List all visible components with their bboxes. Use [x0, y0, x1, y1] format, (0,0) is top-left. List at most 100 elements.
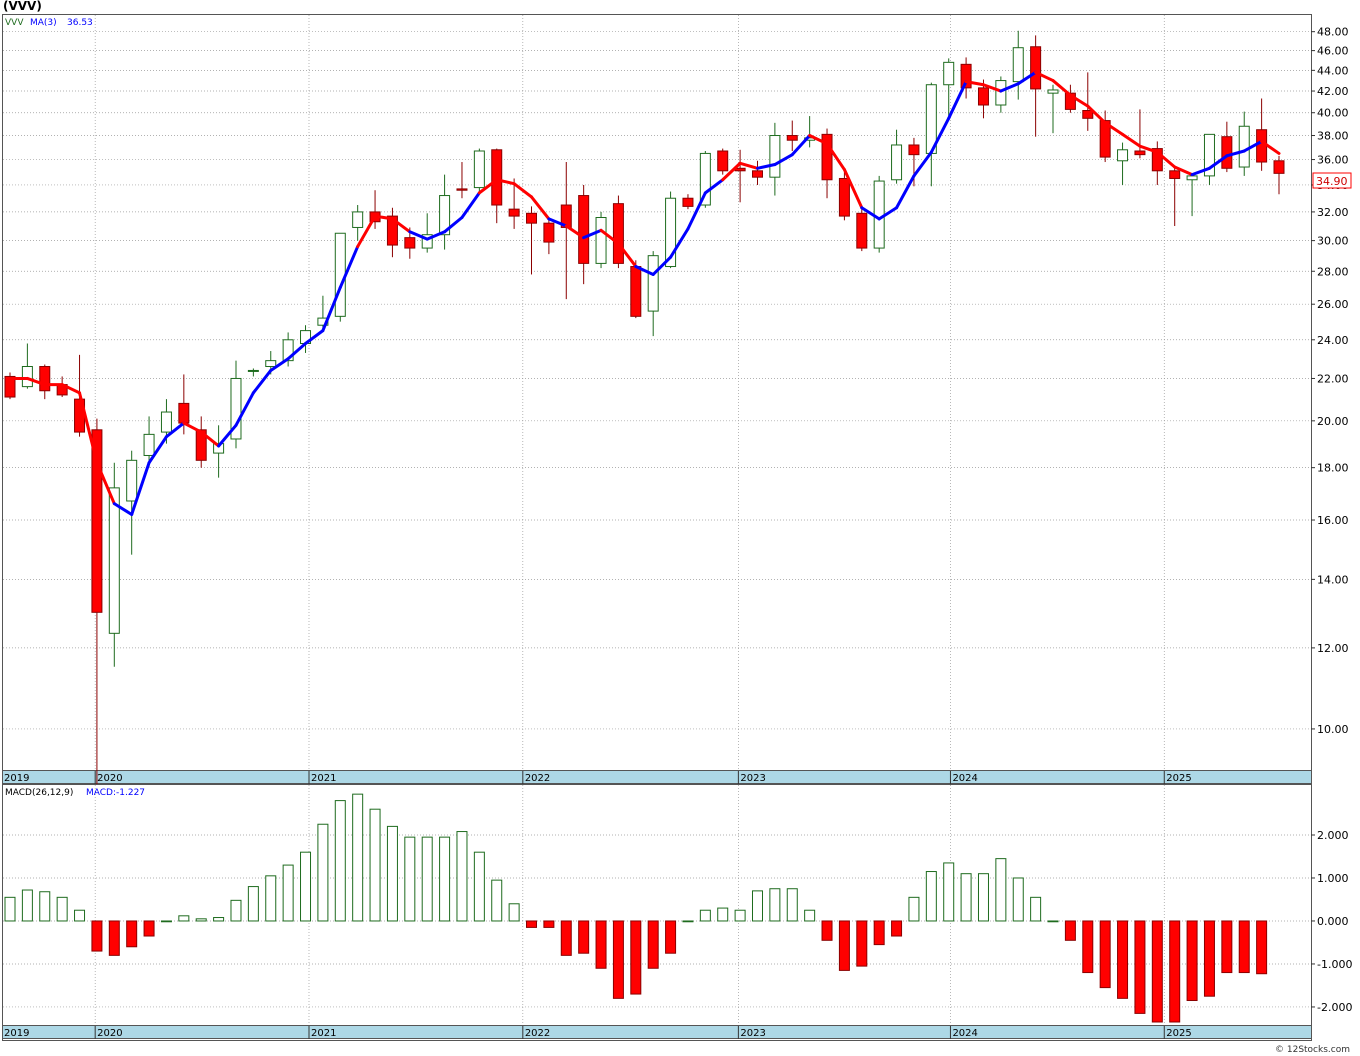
macd-y-tick-label: 2.000 — [1317, 829, 1349, 842]
ma-segment — [477, 178, 499, 195]
ma-segment — [1051, 79, 1072, 97]
candle-body — [1203, 133, 1215, 177]
ma-segment — [182, 421, 203, 434]
ma-segment — [234, 391, 255, 427]
candle-body — [908, 144, 920, 156]
macd-bar — [526, 920, 538, 928]
ma-segment — [686, 191, 707, 231]
macd-panel — [2, 784, 1312, 1041]
ma-segment — [599, 228, 620, 246]
price-y-tick-label: 48.00 — [1317, 26, 1349, 39]
ma-segment — [130, 461, 151, 516]
macd-bar — [91, 920, 103, 952]
legend-ma-label: MA(3) — [30, 18, 57, 28]
ma-segment — [1173, 165, 1194, 177]
macd-bar — [1012, 877, 1024, 922]
macd-bar — [230, 899, 242, 922]
macd-legend-label: MACD(26,12,9) — [5, 788, 73, 798]
macd-bar — [439, 836, 451, 922]
macd-bar — [300, 851, 312, 922]
macd-bar — [612, 920, 624, 999]
macd-bar — [751, 890, 763, 922]
ma-segment — [669, 227, 690, 259]
candle-body — [1030, 46, 1042, 90]
ma-segment — [251, 368, 273, 395]
ma-segment — [1155, 150, 1177, 169]
candle-body — [195, 429, 207, 461]
candle-body — [39, 366, 51, 392]
year-label: 2023 — [740, 773, 765, 784]
candle-body — [160, 411, 172, 433]
ma-segment — [164, 421, 186, 439]
macd-bar — [665, 920, 677, 954]
ma-segment — [721, 161, 742, 182]
year-label: 2024 — [952, 773, 977, 784]
year-label: 2025 — [1166, 773, 1191, 784]
macd-bar — [1082, 920, 1094, 974]
price-y-tick-label: 44.00 — [1317, 64, 1349, 77]
ma-segment — [1016, 70, 1038, 86]
last-price-tag — [1312, 172, 1352, 189]
macd-bar — [21, 889, 33, 922]
candle-body — [386, 215, 398, 246]
ma-segment — [373, 214, 394, 221]
candle-body — [786, 135, 798, 141]
macd-bar — [126, 920, 138, 948]
candle-body — [178, 402, 190, 424]
macd-histogram — [4, 793, 1268, 1023]
candle-body — [943, 61, 955, 86]
ma-segment — [269, 357, 290, 372]
candle-body — [1221, 136, 1233, 169]
candle-body — [1099, 120, 1111, 158]
candle-body — [1134, 150, 1146, 156]
candle-body — [1117, 149, 1129, 162]
candle-body — [265, 360, 277, 368]
macd-bar — [213, 917, 225, 922]
macd-year-label: 2020 — [97, 1028, 122, 1039]
price-y-tick-label: 12.00 — [1317, 642, 1349, 655]
macd-bar — [317, 823, 329, 922]
candle-body — [1273, 160, 1285, 174]
macd-bar — [508, 903, 520, 922]
ma-segment — [582, 228, 603, 240]
ma-segment — [1260, 139, 1281, 155]
macd-bar — [856, 920, 868, 967]
macd-bar — [1134, 920, 1146, 1014]
ma-segment — [895, 174, 916, 210]
macd-bar — [908, 896, 920, 922]
candle-body — [404, 237, 416, 249]
macd-bar — [369, 808, 381, 922]
candle-body — [108, 487, 120, 634]
price-y-tick-label: 46.00 — [1317, 45, 1349, 58]
ma-segment — [790, 134, 812, 157]
ma-segment — [1207, 154, 1229, 170]
price-y-tick-label: 40.00 — [1317, 107, 1349, 120]
ma-segment — [1086, 104, 1107, 125]
macd-bar — [804, 909, 816, 922]
candle-body — [543, 222, 555, 243]
macd-bar — [195, 918, 207, 922]
candle-body — [213, 443, 225, 454]
ma-segment — [808, 134, 829, 146]
candle-body — [977, 87, 989, 106]
candle-body — [526, 212, 538, 224]
ma-segment — [95, 461, 116, 506]
candle-body — [682, 197, 694, 207]
macd-y-tick-label: 0.000 — [1317, 915, 1349, 928]
ma-segment — [460, 191, 481, 220]
price-y-tick-label: 14.00 — [1317, 573, 1349, 586]
candle-body — [352, 211, 364, 228]
ma-segment — [912, 150, 933, 178]
footer-brand: © 12Stocks.com — [1275, 1045, 1350, 1055]
candle-body — [873, 180, 885, 249]
price-y-tick-label: 38.00 — [1317, 130, 1349, 143]
macd-bar — [404, 836, 416, 922]
macd-bar — [630, 920, 642, 995]
candle-body — [230, 377, 242, 440]
year-label: 2022 — [525, 773, 550, 784]
macd-bar — [734, 909, 746, 922]
price-y-tick-label: 10.00 — [1317, 723, 1349, 736]
price-y-tick-label: 18.00 — [1317, 462, 1349, 475]
macd-y-tick-label: -1.000 — [1317, 958, 1352, 971]
macd-bar — [56, 896, 68, 922]
